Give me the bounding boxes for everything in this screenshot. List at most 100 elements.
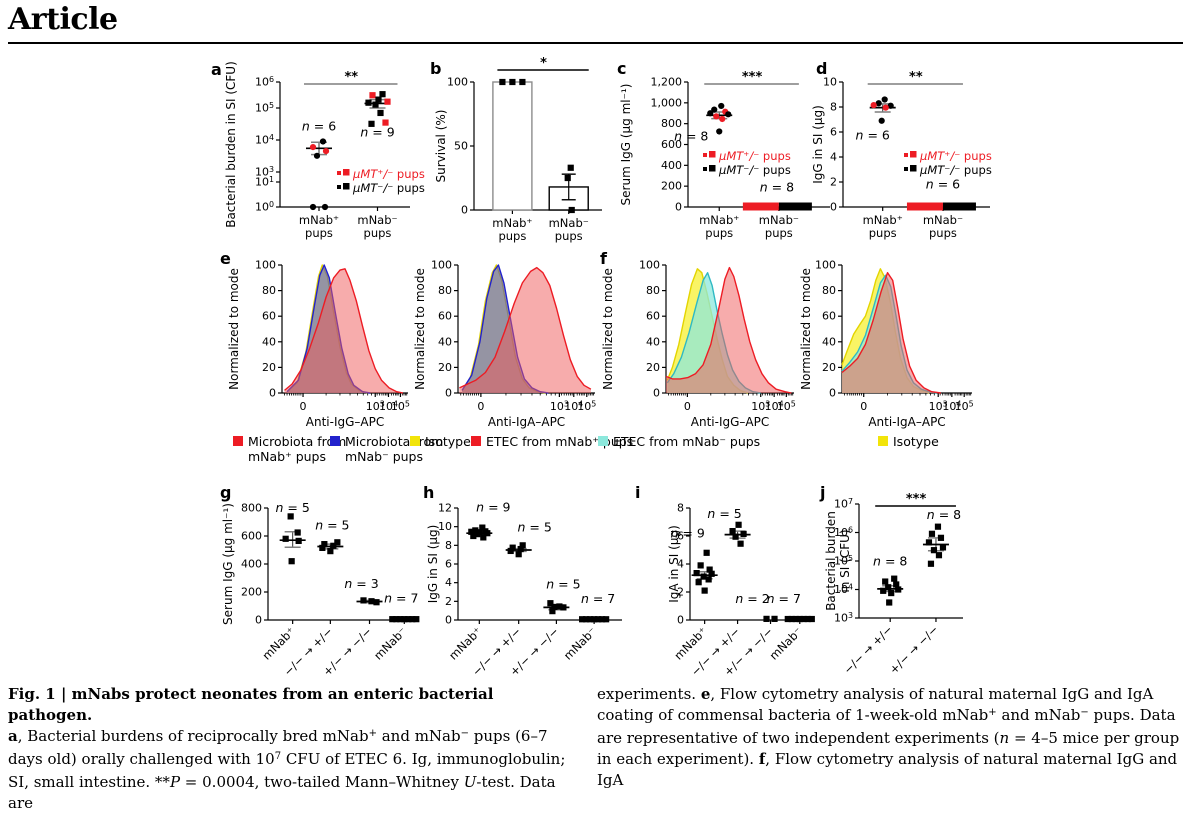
svg-text:IgG in SI (μg): IgG in SI (μg) [426,525,440,604]
svg-text:mNab⁻: mNab⁻ [371,624,409,662]
legend-item: ETEC from mNab⁻ pups [598,434,760,449]
svg-text:d: d [816,59,827,78]
svg-text:60: 60 [646,310,660,323]
svg-text:pups: pups [705,226,733,240]
svg-text:100: 100 [255,259,276,272]
svg-text:400: 400 [661,159,682,172]
svg-text:Normalized to mode: Normalized to mode [413,268,427,390]
svg-text:0: 0 [477,400,484,413]
svg-text:100: 100 [255,200,274,214]
svg-text:mNab⁺: mNab⁺ [299,213,339,227]
svg-text:20: 20 [646,361,660,374]
svg-text:40: 40 [822,335,836,348]
svg-text:105: 105 [777,399,796,413]
svg-text:mNab⁺: mNab⁺ [446,624,484,662]
svg-text:n = 3: n = 3 [344,576,378,591]
svg-text:pups: pups [765,226,793,240]
svg-text:h: h [423,483,434,502]
svg-text:100: 100 [431,259,452,272]
panel-a-bacterial-burden-scatter: a Bacterial burden in SI (CFU) 100 101 103 10… [195,55,430,260]
legend-item: ETEC from mNab⁺ pups [471,434,633,449]
svg-text:10: 10 [823,76,837,89]
svg-text:n = 2: n = 2 [735,591,769,606]
svg-text:n = 8: n = 8 [873,553,907,568]
svg-text:mNab⁻: mNab⁻ [767,624,805,662]
legend-label: ETEC from mNab⁻ pups [613,434,761,449]
svg-text:80: 80 [262,284,276,297]
svg-text:f: f [600,249,608,268]
svg-text:Serum IgG (μg ml⁻¹): Serum IgG (μg ml⁻¹) [221,503,235,625]
caption-right-column: experiments. e, Flow cytometry analysis … [597,684,1187,791]
svg-text:n = 9: n = 9 [670,525,704,540]
svg-text:0: 0 [269,387,276,400]
legend-swatch-icon [233,436,243,446]
svg-text:0: 0 [255,614,262,627]
svg-text:800: 800 [661,117,682,130]
svg-text:0: 0 [300,400,307,413]
svg-text:8: 8 [445,539,452,552]
svg-text:800: 800 [241,502,262,515]
svg-text:104: 104 [255,133,274,147]
svg-text:0: 0 [684,400,691,413]
panel-f-flow-histograms: f Normalized to mode 0 20 40 60 80 100 0 103 104 10… [598,248,992,434]
svg-text:400: 400 [241,558,262,571]
svg-text:Survival (%): Survival (%) [434,110,448,183]
svg-text:Normalized to mode: Normalized to mode [601,268,615,390]
panel-c-serum-igg-scatter: c Serum IgG (μg ml⁻¹) 0 200 400 600 800 1,000 1,… [603,55,835,260]
svg-text:104: 104 [834,582,853,596]
svg-text:200: 200 [661,180,682,193]
svg-text:107: 107 [834,497,853,511]
svg-text:4: 4 [677,558,684,571]
svg-text:c: c [617,59,626,78]
legend-swatch-icon [471,436,481,446]
svg-text:n = 9: n = 9 [360,124,394,139]
svg-text:n = 8: n = 8 [760,179,794,194]
legend-label: Isotype [893,434,939,449]
flow-cytometry-legend: Microbiota from mNab⁺ pups Microbiota from… [225,432,1025,474]
legend-swatch-icon [330,436,340,446]
svg-text:2: 2 [677,586,684,599]
svg-text:mNab⁻: mNab⁻ [561,624,599,662]
svg-text:6: 6 [445,558,452,571]
svg-text:mNab⁻: mNab⁻ [357,213,397,227]
caption-text: a, Bacterial burdens of reciprocally bre… [8,727,566,812]
svg-text:mNab⁻: mNab⁻ [923,213,963,227]
svg-text:n = 7: n = 7 [384,591,418,606]
svg-text:**: ** [344,70,358,85]
panel-d-igg-si-scatter: d IgG in SI (μg) 0 2 4 6 8 10 mNab⁺ pups mNab⁻ pups… [808,55,1008,260]
svg-text:**: ** [909,70,923,85]
svg-text:0: 0 [860,400,867,413]
svg-text:4: 4 [830,151,837,164]
panel-i-iga-si-scatter: i IgA in SI (μg) 0 2 4 6 8 mNab⁺ −/− → +/− +/− → … [630,482,820,682]
caption-text: Fig. 1 | mNabs protect neonates from an … [8,685,494,724]
svg-text:2: 2 [830,176,837,189]
svg-text:12: 12 [438,502,452,515]
svg-text:Bacterial burden in SI (CFU): Bacterial burden in SI (CFU) [224,61,238,228]
svg-text:200: 200 [241,586,262,599]
caption-left-column: Fig. 1 | mNabs protect neonates from an … [8,684,582,814]
svg-text:pups: pups [869,226,897,240]
svg-text:105: 105 [577,399,596,413]
legend-item: Isotype [410,434,471,449]
svg-text:μMT⁺/⁻ pups: μMT⁺/⁻ pups [352,167,425,181]
svg-text:80: 80 [438,284,452,297]
svg-text:60: 60 [438,310,452,323]
svg-text:pups: pups [929,226,957,240]
svg-text:*: * [540,56,547,71]
legend-item: Isotype [878,434,939,449]
svg-text:n = 5: n = 5 [707,506,741,521]
svg-text:4: 4 [445,576,452,589]
svg-text:***: *** [906,492,927,507]
legend-swatch-icon [410,436,420,446]
svg-text:6: 6 [830,126,837,139]
header-rule [8,42,1183,44]
svg-text:80: 80 [822,284,836,297]
svg-text:Bacterial burden: Bacterial burden [824,511,838,611]
svg-text:μMT⁺/⁻ pups: μMT⁺/⁻ pups [919,149,992,163]
svg-text:100: 100 [447,76,468,89]
svg-text:pups: pups [555,229,583,243]
svg-text:Anti-IgG–APC: Anti-IgG–APC [306,415,384,429]
svg-text:n = 8: n = 8 [674,128,708,143]
svg-text:20: 20 [822,361,836,374]
svg-text:n = 5: n = 5 [518,519,552,534]
